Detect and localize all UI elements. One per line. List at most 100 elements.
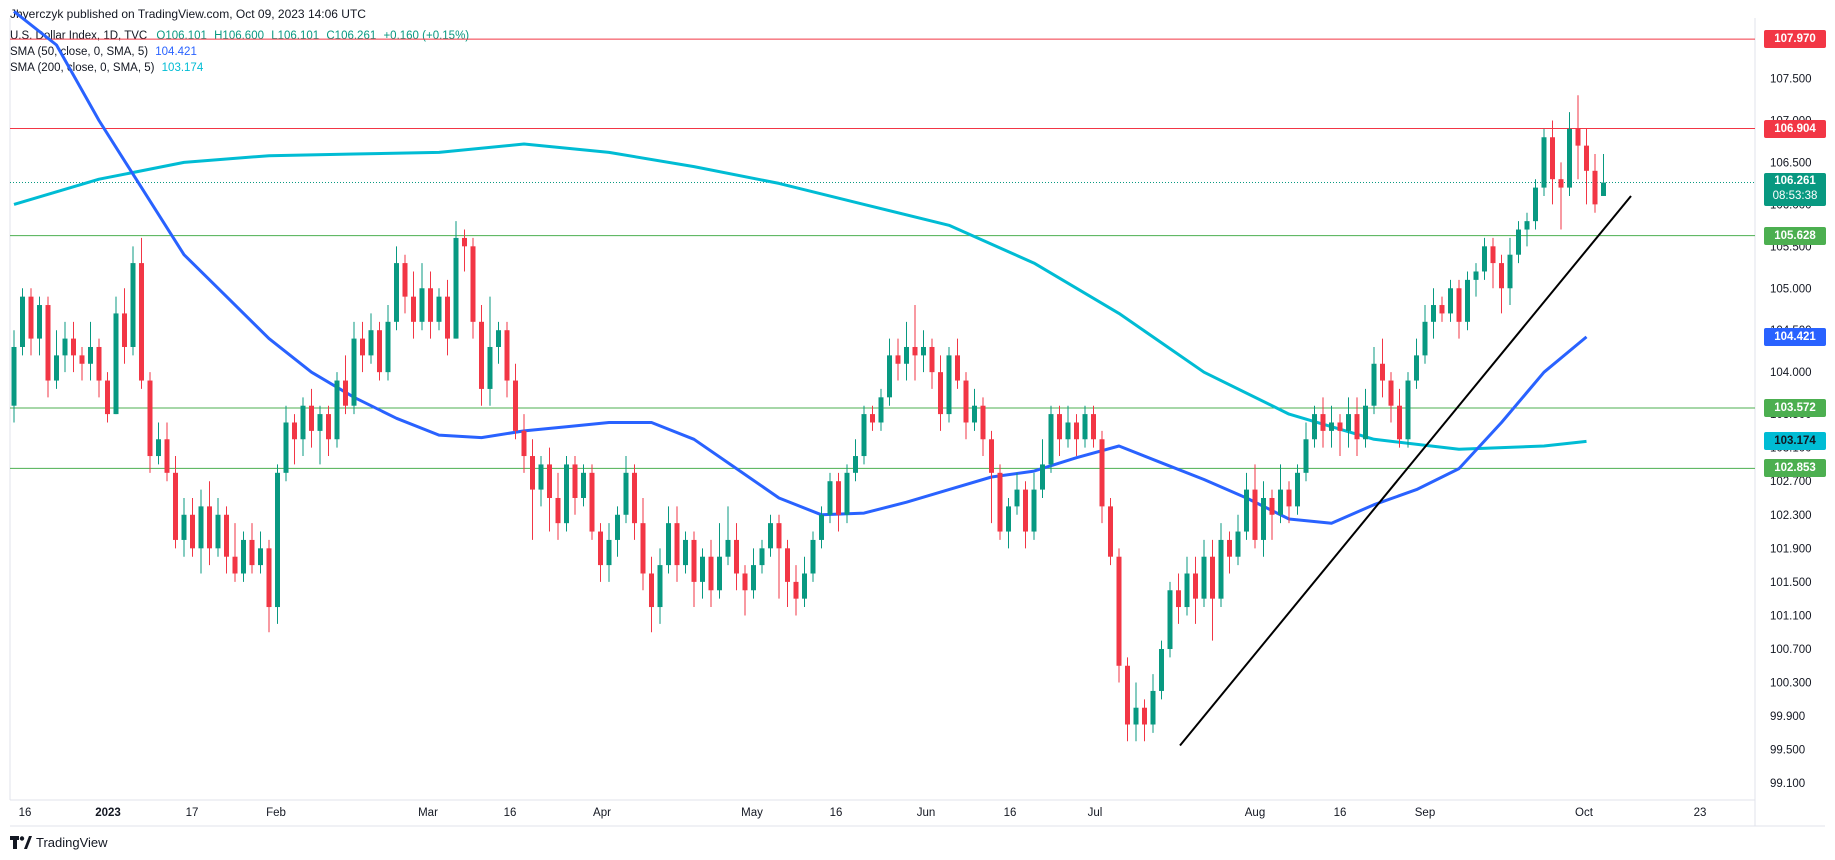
candle-body bbox=[436, 296, 442, 322]
candle-body bbox=[530, 456, 535, 490]
candle-body bbox=[62, 338, 68, 356]
candle-body bbox=[11, 346, 17, 406]
candle-body bbox=[742, 573, 748, 591]
candle-body bbox=[385, 321, 391, 373]
publisher-line: Jhyerczyk published on TradingView.com, … bbox=[10, 7, 366, 21]
sma200-price-label: 103.174 bbox=[1764, 432, 1826, 451]
candle-body bbox=[708, 556, 714, 591]
candle-body bbox=[521, 430, 527, 457]
candle-body bbox=[861, 414, 867, 457]
candle-body bbox=[691, 539, 697, 582]
candle-body bbox=[759, 548, 765, 566]
candle-body bbox=[1252, 489, 1258, 540]
candle-body bbox=[1201, 556, 1207, 599]
sma200-label: SMA (200, close, 0, SMA, 5) bbox=[10, 62, 155, 74]
candle-body bbox=[802, 573, 807, 599]
candle-body bbox=[564, 464, 569, 524]
candle-body bbox=[1516, 229, 1521, 255]
candle-body bbox=[283, 422, 289, 473]
candle-body bbox=[147, 380, 153, 457]
sma50-price-label: 104.421 bbox=[1764, 327, 1826, 346]
candle-body bbox=[555, 497, 561, 524]
candle-body bbox=[249, 539, 255, 566]
x-tick-label: Oct bbox=[1575, 807, 1594, 819]
candle-body bbox=[1006, 506, 1011, 532]
candle-body bbox=[827, 481, 833, 515]
trendline bbox=[1179, 195, 1632, 747]
sma50-value: 104.421 bbox=[155, 46, 197, 58]
candle-body bbox=[538, 464, 544, 490]
candle-body bbox=[360, 338, 365, 356]
candle-body bbox=[258, 548, 263, 566]
sma200-legend[interactable]: SMA (200, close, 0, SMA, 5) 103.174 bbox=[10, 62, 203, 74]
candle-body bbox=[989, 439, 994, 473]
candle-body bbox=[1346, 414, 1351, 431]
candle-body bbox=[1295, 472, 1300, 507]
candle-body bbox=[504, 330, 510, 381]
candle-body bbox=[1473, 271, 1479, 280]
candle-body bbox=[547, 464, 552, 498]
candle-body bbox=[266, 548, 272, 608]
current-price-value: 106.261 bbox=[1774, 175, 1816, 188]
candle-body bbox=[1091, 414, 1096, 440]
candle-body bbox=[1218, 539, 1224, 599]
candle-body bbox=[895, 355, 901, 364]
candle-body bbox=[972, 405, 977, 423]
sma50-legend[interactable]: SMA (50, close, 0, SMA, 5) 104.421 bbox=[10, 46, 197, 58]
candle-body bbox=[1567, 128, 1572, 188]
x-tick-label: 23 bbox=[1694, 807, 1707, 819]
candle-body bbox=[1482, 246, 1487, 272]
support-price-label: 105.628 bbox=[1764, 226, 1826, 245]
candle-body bbox=[479, 321, 484, 389]
y-tick-label: 107.500 bbox=[1770, 74, 1812, 86]
candle-body bbox=[88, 346, 93, 364]
candle-body bbox=[963, 380, 969, 423]
candle-body bbox=[1286, 489, 1292, 507]
candle-body bbox=[207, 506, 212, 549]
candle-body bbox=[1422, 321, 1428, 356]
candle-body bbox=[946, 355, 952, 415]
candle-body bbox=[20, 296, 25, 347]
x-tick-label: Apr bbox=[593, 807, 611, 819]
candle-body bbox=[1108, 506, 1113, 557]
candle-body bbox=[606, 539, 612, 566]
x-tick-label: 16 bbox=[1004, 807, 1017, 819]
candle-body bbox=[139, 263, 144, 381]
candle-body bbox=[428, 288, 433, 322]
candle-body bbox=[572, 464, 578, 498]
y-tick-label: 106.500 bbox=[1770, 157, 1812, 169]
footer-text: TradingView bbox=[36, 835, 108, 850]
candle-body bbox=[1490, 246, 1496, 264]
candle-body bbox=[513, 380, 518, 431]
candle-body bbox=[402, 263, 408, 297]
x-tick-label: Aug bbox=[1245, 807, 1265, 819]
y-tick-label: 104.000 bbox=[1770, 367, 1812, 379]
x-tick-label: Sep bbox=[1415, 807, 1435, 819]
candle-body bbox=[1244, 489, 1249, 532]
x-tick-label: Mar bbox=[418, 807, 438, 819]
candle-body bbox=[1397, 405, 1402, 440]
candle-body bbox=[224, 514, 229, 557]
footer-brand[interactable]: TradingView bbox=[10, 835, 108, 850]
candle-body bbox=[1133, 707, 1139, 725]
candle-body bbox=[1057, 414, 1062, 440]
candle-body bbox=[326, 414, 331, 440]
candle-body bbox=[54, 355, 59, 381]
y-tick-label: 100.700 bbox=[1770, 644, 1812, 656]
candle-body bbox=[674, 523, 680, 566]
candle-body bbox=[368, 330, 374, 356]
current-price-label: 106.261 08:53:38 bbox=[1764, 173, 1826, 207]
x-tick-label: Jun bbox=[917, 807, 936, 819]
candle-body bbox=[1371, 363, 1377, 406]
y-tick-label: 102.300 bbox=[1770, 510, 1812, 522]
support-price-label: 102.853 bbox=[1764, 459, 1826, 478]
candle-body bbox=[28, 296, 34, 339]
y-tick-label: 105.000 bbox=[1770, 283, 1812, 295]
candle-body bbox=[1150, 690, 1156, 725]
x-tick-label: 16 bbox=[1334, 807, 1347, 819]
candle-body bbox=[980, 405, 986, 440]
candle-body bbox=[844, 472, 850, 515]
sma200-value: 103.174 bbox=[161, 62, 204, 74]
candle-body bbox=[921, 346, 926, 356]
